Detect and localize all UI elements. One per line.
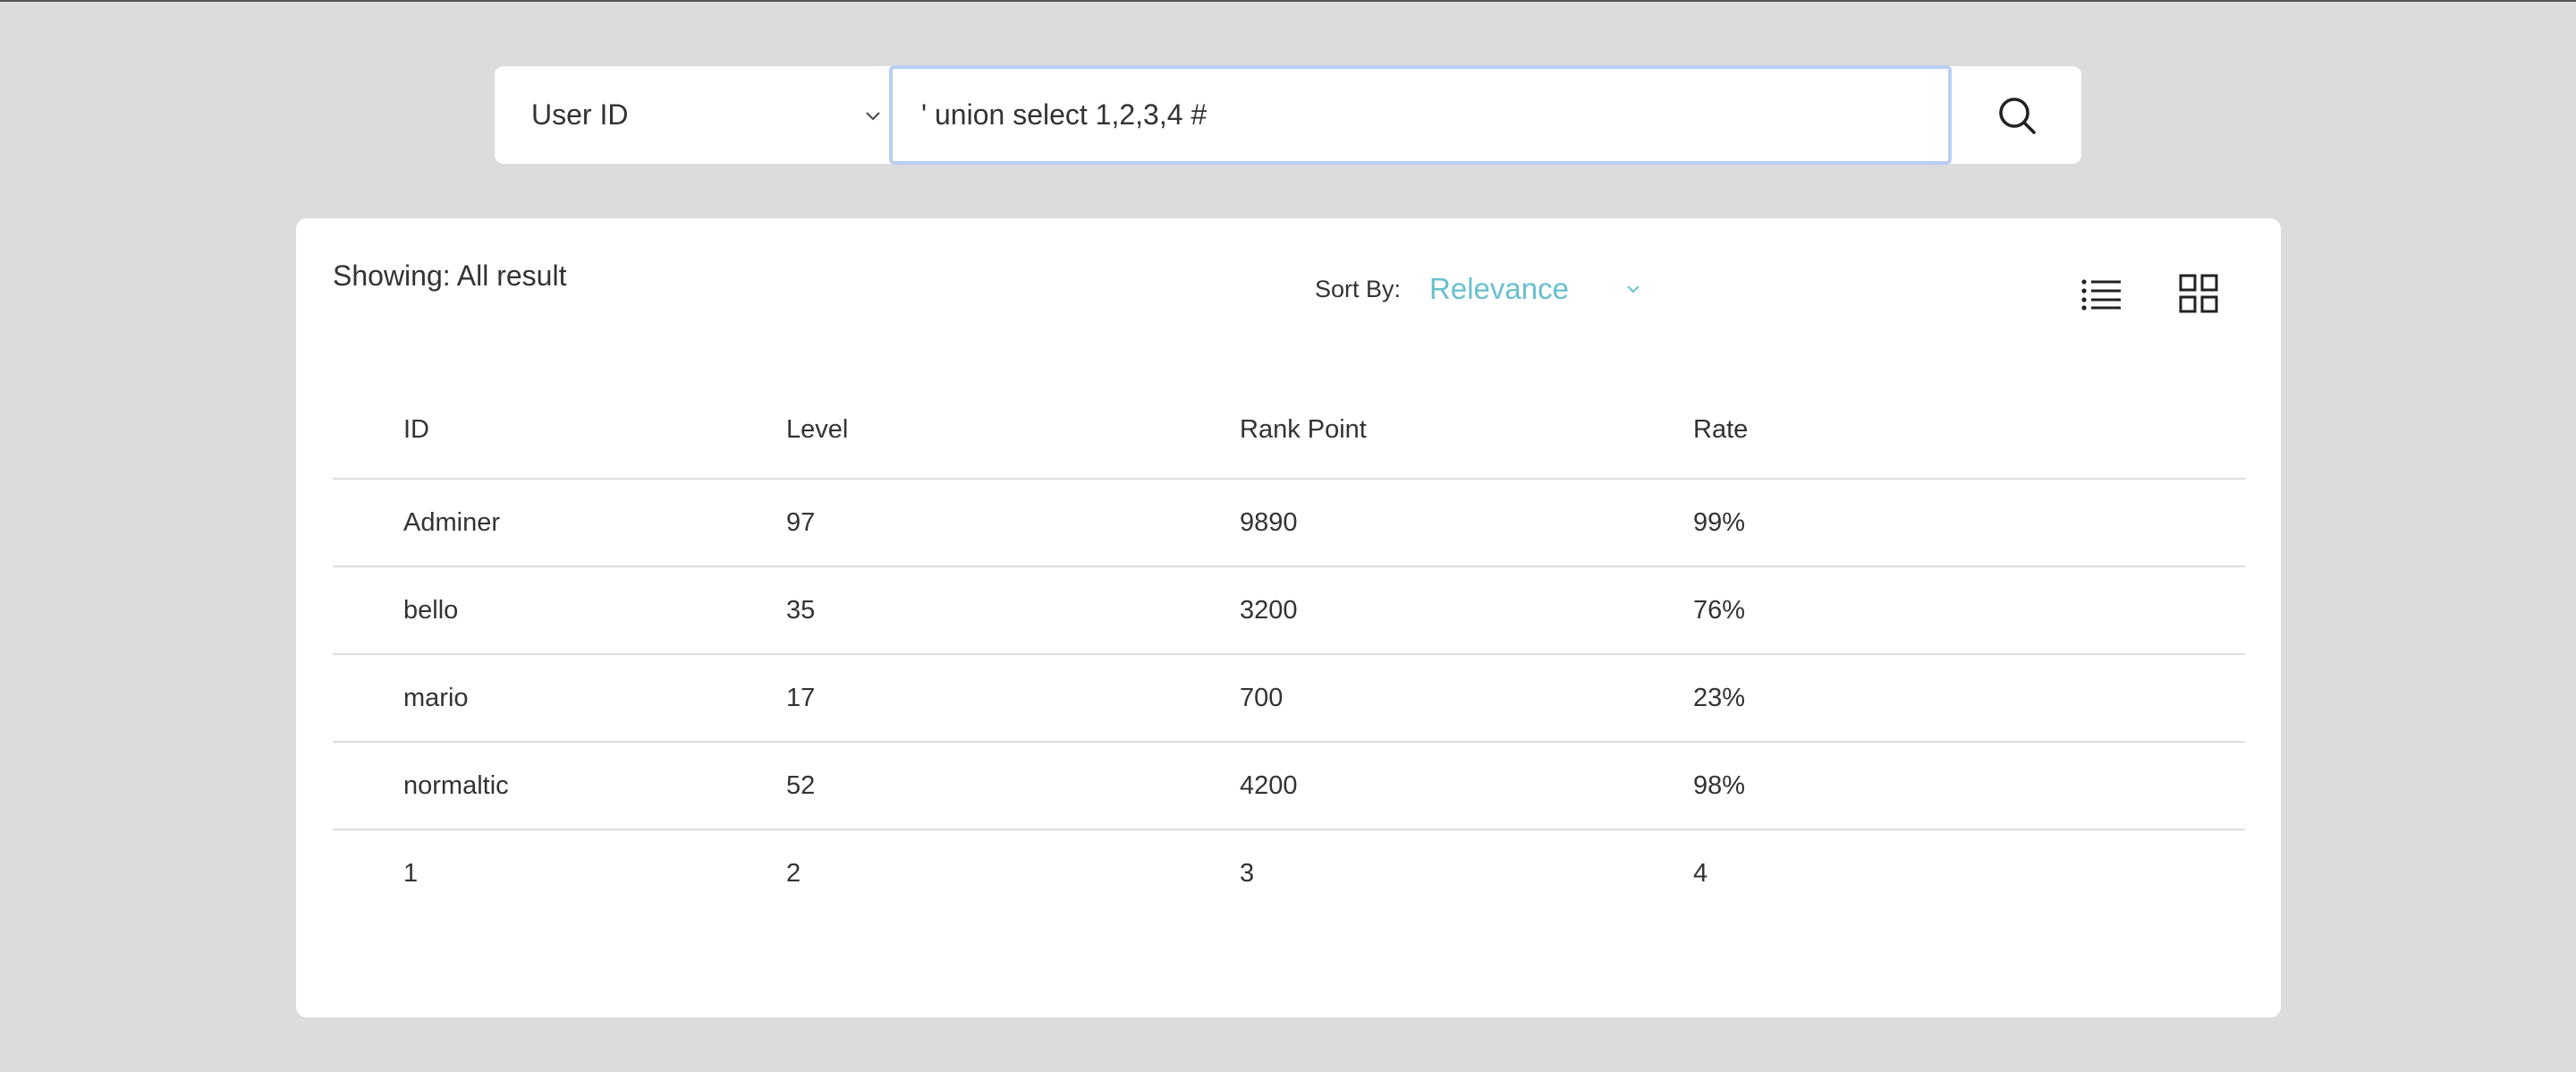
search-button[interactable] [1952, 66, 2081, 164]
cell-rank-point: 9890 [1240, 479, 1693, 567]
cell-rate: 23% [1693, 654, 2245, 743]
grid-view-button[interactable] [2175, 270, 2222, 317]
table-row: bello 35 3200 76% [333, 566, 2245, 655]
table-header-row: ID Level Rank Point Rate [333, 381, 2245, 480]
cell-rate: 99% [1693, 479, 2245, 567]
results-count-label: Showing: All result [333, 259, 567, 292]
cell-level: 35 [786, 566, 1240, 655]
cell-rate: 98% [1693, 742, 2245, 830]
cell-id: Adminer [333, 479, 786, 567]
results-card: Showing: All result Sort By: Relevance [296, 218, 2281, 1017]
cell-rank-point: 4200 [1240, 742, 1693, 830]
table-row: Adminer 97 9890 99% [333, 479, 2245, 567]
search-field-select-value: User ID [531, 98, 629, 131]
sort-by-label: Sort By: [1315, 275, 1402, 302]
cell-level: 17 [786, 654, 1240, 743]
search-field-select[interactable]: User ID [495, 66, 890, 164]
cell-level: 97 [786, 479, 1240, 567]
column-header-id: ID [333, 381, 786, 480]
cell-id: normaltic [333, 742, 786, 830]
sort-select-value: Relevance [1429, 272, 1569, 305]
results-table: ID Level Rank Point Rate Adminer 97 9890… [333, 381, 2245, 916]
list-view-icon [2081, 279, 2121, 311]
cell-rate: 4 [1693, 858, 1708, 888]
search-icon [1998, 97, 2036, 134]
search-input[interactable] [893, 69, 1948, 161]
cell-rank-point: 700 [1240, 654, 1693, 743]
cell-level: 52 [786, 742, 1240, 830]
grid-view-icon [2179, 274, 2218, 313]
table-row: normaltic 52 4200 98% [333, 742, 2245, 830]
cell-rate: 76% [1693, 566, 2245, 655]
top-border [0, 0, 2576, 2]
column-header-level: Level [786, 381, 1240, 480]
cell-rank-point: 3 [1240, 858, 1255, 888]
table-row: 1 2 3 4 [333, 830, 2245, 916]
chevron-down-icon [1627, 285, 1640, 294]
list-view-button[interactable] [2080, 272, 2124, 317]
column-header-rate: Rate [1693, 381, 2245, 480]
sort-select[interactable]: Relevance [1429, 272, 1644, 306]
table-row: mario 17 700 23% [333, 654, 2245, 743]
cell-id: mario [333, 654, 786, 743]
sort-by-control: Sort By: Relevance [1315, 272, 1644, 306]
search-bar: User ID [495, 65, 2081, 165]
chevron-down-icon [866, 111, 880, 120]
cell-id: bello [333, 566, 786, 655]
column-header-rank-point: Rank Point [1240, 381, 1693, 480]
cell-rank-point: 3200 [1240, 566, 1693, 655]
search-input-wrapper [889, 65, 1952, 165]
cell-level: 2 [786, 858, 801, 888]
cell-id: 1 [403, 858, 419, 888]
